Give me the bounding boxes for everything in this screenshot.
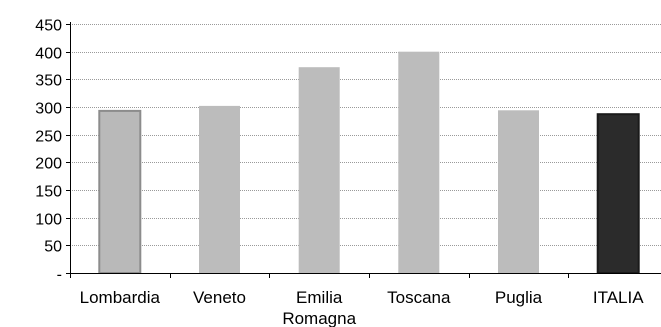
y-tick-label: - — [57, 267, 62, 284]
bar — [498, 110, 539, 273]
x-tick-label: Puglia — [495, 288, 543, 307]
y-tick-labels: - 50 100 150 200 250 300 350 400 450 — [35, 18, 62, 284]
y-tick-label: 100 — [35, 212, 62, 229]
y-tick-label: 400 — [35, 46, 62, 63]
x-tick-labels: Lombardia Veneto Emilia Romagna Toscana Pugli… — [80, 288, 645, 327]
bars — [98, 51, 640, 275]
y-tick-label: 250 — [35, 129, 62, 146]
bar — [98, 109, 142, 275]
y-tick-label: 150 — [35, 184, 62, 201]
axes — [66, 22, 661, 278]
gridlines — [70, 24, 661, 246]
x-tick-label: ITALIA — [593, 288, 644, 307]
bar — [298, 67, 340, 273]
x-tick-label: Emilia Romagna — [282, 288, 356, 327]
y-tick-label: 450 — [35, 18, 62, 35]
bar — [596, 113, 640, 274]
y-tick-label: 350 — [35, 73, 62, 90]
y-tick-label: 200 — [35, 156, 62, 173]
bar — [199, 105, 240, 274]
x-tick-label: Veneto — [193, 288, 246, 307]
x-tick-label: Lombardia — [80, 288, 161, 307]
bar — [398, 51, 440, 274]
x-tick-label: Toscana — [387, 288, 451, 307]
y-tick-label: 50 — [44, 239, 62, 256]
y-tick-label: 300 — [35, 101, 62, 118]
